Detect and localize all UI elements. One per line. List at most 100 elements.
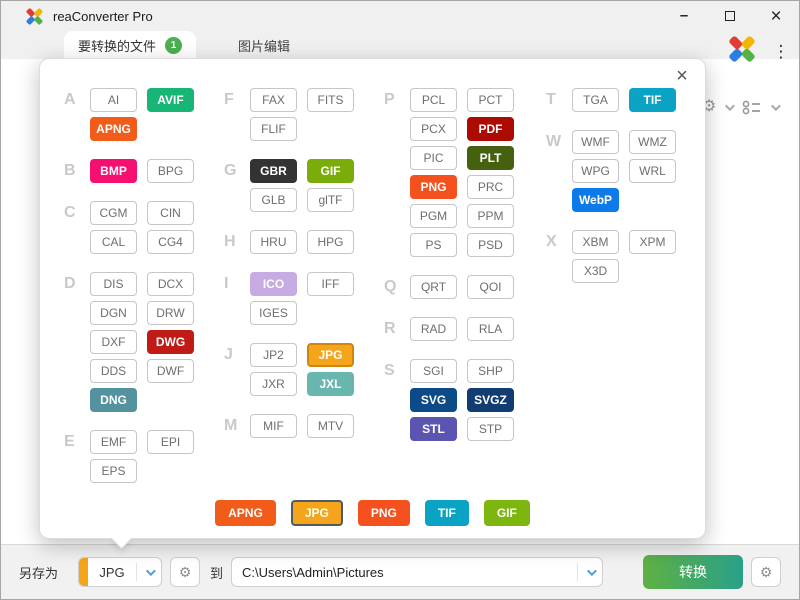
format-button-stp[interactable]: STP: [467, 417, 514, 441]
format-button-bpg[interactable]: BPG: [147, 159, 194, 183]
format-button-fits[interactable]: FITS: [307, 88, 354, 112]
format-button-sgi[interactable]: SGI: [410, 359, 457, 383]
format-button-wpg[interactable]: WPG: [572, 159, 619, 183]
quick-format-button-jpg[interactable]: JPG: [290, 500, 343, 526]
format-button-mif[interactable]: MIF: [250, 414, 297, 438]
maximize-button[interactable]: [707, 1, 753, 31]
format-button-prc[interactable]: PRC: [467, 175, 514, 199]
format-button-emf[interactable]: EMF: [90, 430, 137, 454]
format-button-ppm[interactable]: PPM: [467, 204, 514, 228]
format-button-dng[interactable]: DNG: [90, 388, 137, 412]
group-letter-p: P: [384, 91, 395, 108]
path-dropdown-arrow[interactable]: [578, 565, 602, 576]
format-button-pgm[interactable]: PGM: [410, 204, 457, 228]
tab-files-to-convert[interactable]: 要转换的文件 1: [64, 31, 197, 59]
format-button-dwf[interactable]: DWF: [147, 359, 194, 383]
format-button-pcl[interactable]: PCL: [410, 88, 457, 112]
format-button-dis[interactable]: DIS: [90, 272, 137, 296]
format-button-png[interactable]: PNG: [410, 175, 457, 199]
output-format-select[interactable]: JPG: [78, 557, 163, 587]
format-button-ico[interactable]: ICO: [250, 272, 297, 296]
format-button-rla[interactable]: RLA: [467, 317, 514, 341]
format-button-wrl[interactable]: WRL: [629, 159, 676, 183]
quick-format-button-apng[interactable]: APNG: [215, 500, 276, 526]
output-path-field: [231, 557, 603, 587]
format-button-tga[interactable]: TGA: [572, 88, 619, 112]
to-label: 到: [210, 565, 224, 581]
format-button-flif[interactable]: FLIF: [250, 117, 297, 141]
chevron-down-icon[interactable]: [771, 100, 782, 111]
format-button-dxf[interactable]: DXF: [90, 330, 137, 354]
format-button-dds[interactable]: DDS: [90, 359, 137, 383]
format-button-wmz[interactable]: WMZ: [629, 130, 676, 154]
overflow-menu-button[interactable]: ⋮: [772, 42, 790, 61]
convert-button[interactable]: 转换: [643, 555, 743, 589]
format-button-rad[interactable]: RAD: [410, 317, 457, 341]
format-button-iges[interactable]: IGES: [250, 301, 297, 325]
format-button-bmp[interactable]: BMP: [90, 159, 137, 183]
format-button-jxr[interactable]: JXR: [250, 372, 297, 396]
format-button-plt[interactable]: PLT: [467, 146, 514, 170]
format-button-qrt[interactable]: QRT: [410, 275, 457, 299]
format-button-iff[interactable]: IFF: [307, 272, 354, 296]
group-letter-q: Q: [384, 278, 397, 295]
format-dropdown-arrow[interactable]: [137, 565, 161, 576]
convert-settings-button[interactable]: ⚙: [751, 557, 781, 587]
format-button-dcx[interactable]: DCX: [147, 272, 194, 296]
format-button-x3d[interactable]: X3D: [572, 259, 619, 283]
format-button-epi[interactable]: EPI: [147, 430, 194, 454]
format-button-gbr[interactable]: GBR: [250, 159, 297, 183]
format-button-avif[interactable]: AVIF: [147, 88, 194, 112]
minimize-button[interactable]: –: [661, 1, 707, 31]
minimize-icon: –: [679, 7, 689, 24]
format-button-svg[interactable]: SVG: [410, 388, 457, 412]
format-button-dgn[interactable]: DGN: [90, 301, 137, 325]
format-button-jp2[interactable]: JP2: [250, 343, 297, 367]
format-button-drw[interactable]: DRW: [147, 301, 194, 325]
format-button-wmf[interactable]: WMF: [572, 130, 619, 154]
list-options-icon[interactable]: [741, 100, 762, 115]
format-button-pdf[interactable]: PDF: [467, 117, 514, 141]
format-button-dwg[interactable]: DWG: [147, 330, 194, 354]
format-button-pcx[interactable]: PCX: [410, 117, 457, 141]
format-button-pct[interactable]: PCT: [467, 88, 514, 112]
group-letter-j: J: [224, 346, 233, 363]
format-button-jpg[interactable]: JPG: [307, 343, 354, 367]
format-button-hpg[interactable]: HPG: [307, 230, 354, 254]
format-button-hru[interactable]: HRU: [250, 230, 297, 254]
format-button-pic[interactable]: PIC: [410, 146, 457, 170]
tab-image-editing[interactable]: 图片编辑: [238, 31, 290, 59]
close-button[interactable]: ×: [753, 1, 799, 31]
format-button-tif[interactable]: TIF: [629, 88, 676, 112]
format-button-cin[interactable]: CIN: [147, 201, 194, 225]
format-button-cal[interactable]: CAL: [90, 230, 137, 254]
format-button-fax[interactable]: FAX: [250, 88, 297, 112]
tab-bar: 要转换的文件 1 图片编辑: [1, 31, 799, 59]
format-button-cgm[interactable]: CGM: [90, 201, 137, 225]
format-button-gif[interactable]: GIF: [307, 159, 354, 183]
format-button-xpm[interactable]: XPM: [629, 230, 676, 254]
output-path-input[interactable]: [232, 564, 577, 580]
quick-format-button-gif[interactable]: GIF: [483, 500, 530, 526]
format-button-cg4[interactable]: CG4: [147, 230, 194, 254]
format-button-stl[interactable]: STL: [410, 417, 457, 441]
format-button-psd[interactable]: PSD: [467, 233, 514, 257]
quick-format-button-tif[interactable]: TIF: [424, 500, 469, 526]
format-button-qoi[interactable]: QOI: [467, 275, 514, 299]
format-button-ai[interactable]: AI: [90, 88, 137, 112]
format-button-gltf[interactable]: glTF: [307, 188, 354, 212]
format-settings-button[interactable]: ⚙: [170, 557, 201, 587]
format-button-webp[interactable]: WebP: [572, 188, 619, 212]
dialog-close-button[interactable]: ×: [676, 64, 688, 87]
format-button-svgz[interactable]: SVGZ: [467, 388, 514, 412]
format-button-shp[interactable]: SHP: [467, 359, 514, 383]
format-button-glb[interactable]: GLB: [250, 188, 297, 212]
format-button-apng[interactable]: APNG: [90, 117, 137, 141]
format-button-mtv[interactable]: MTV: [307, 414, 354, 438]
format-button-jxl[interactable]: JXL: [307, 372, 354, 396]
format-button-eps[interactable]: EPS: [90, 459, 137, 483]
format-button-xbm[interactable]: XBM: [572, 230, 619, 254]
quick-format-button-png[interactable]: PNG: [357, 500, 410, 526]
chevron-down-icon[interactable]: [725, 100, 736, 111]
format-button-ps[interactable]: PS: [410, 233, 457, 257]
